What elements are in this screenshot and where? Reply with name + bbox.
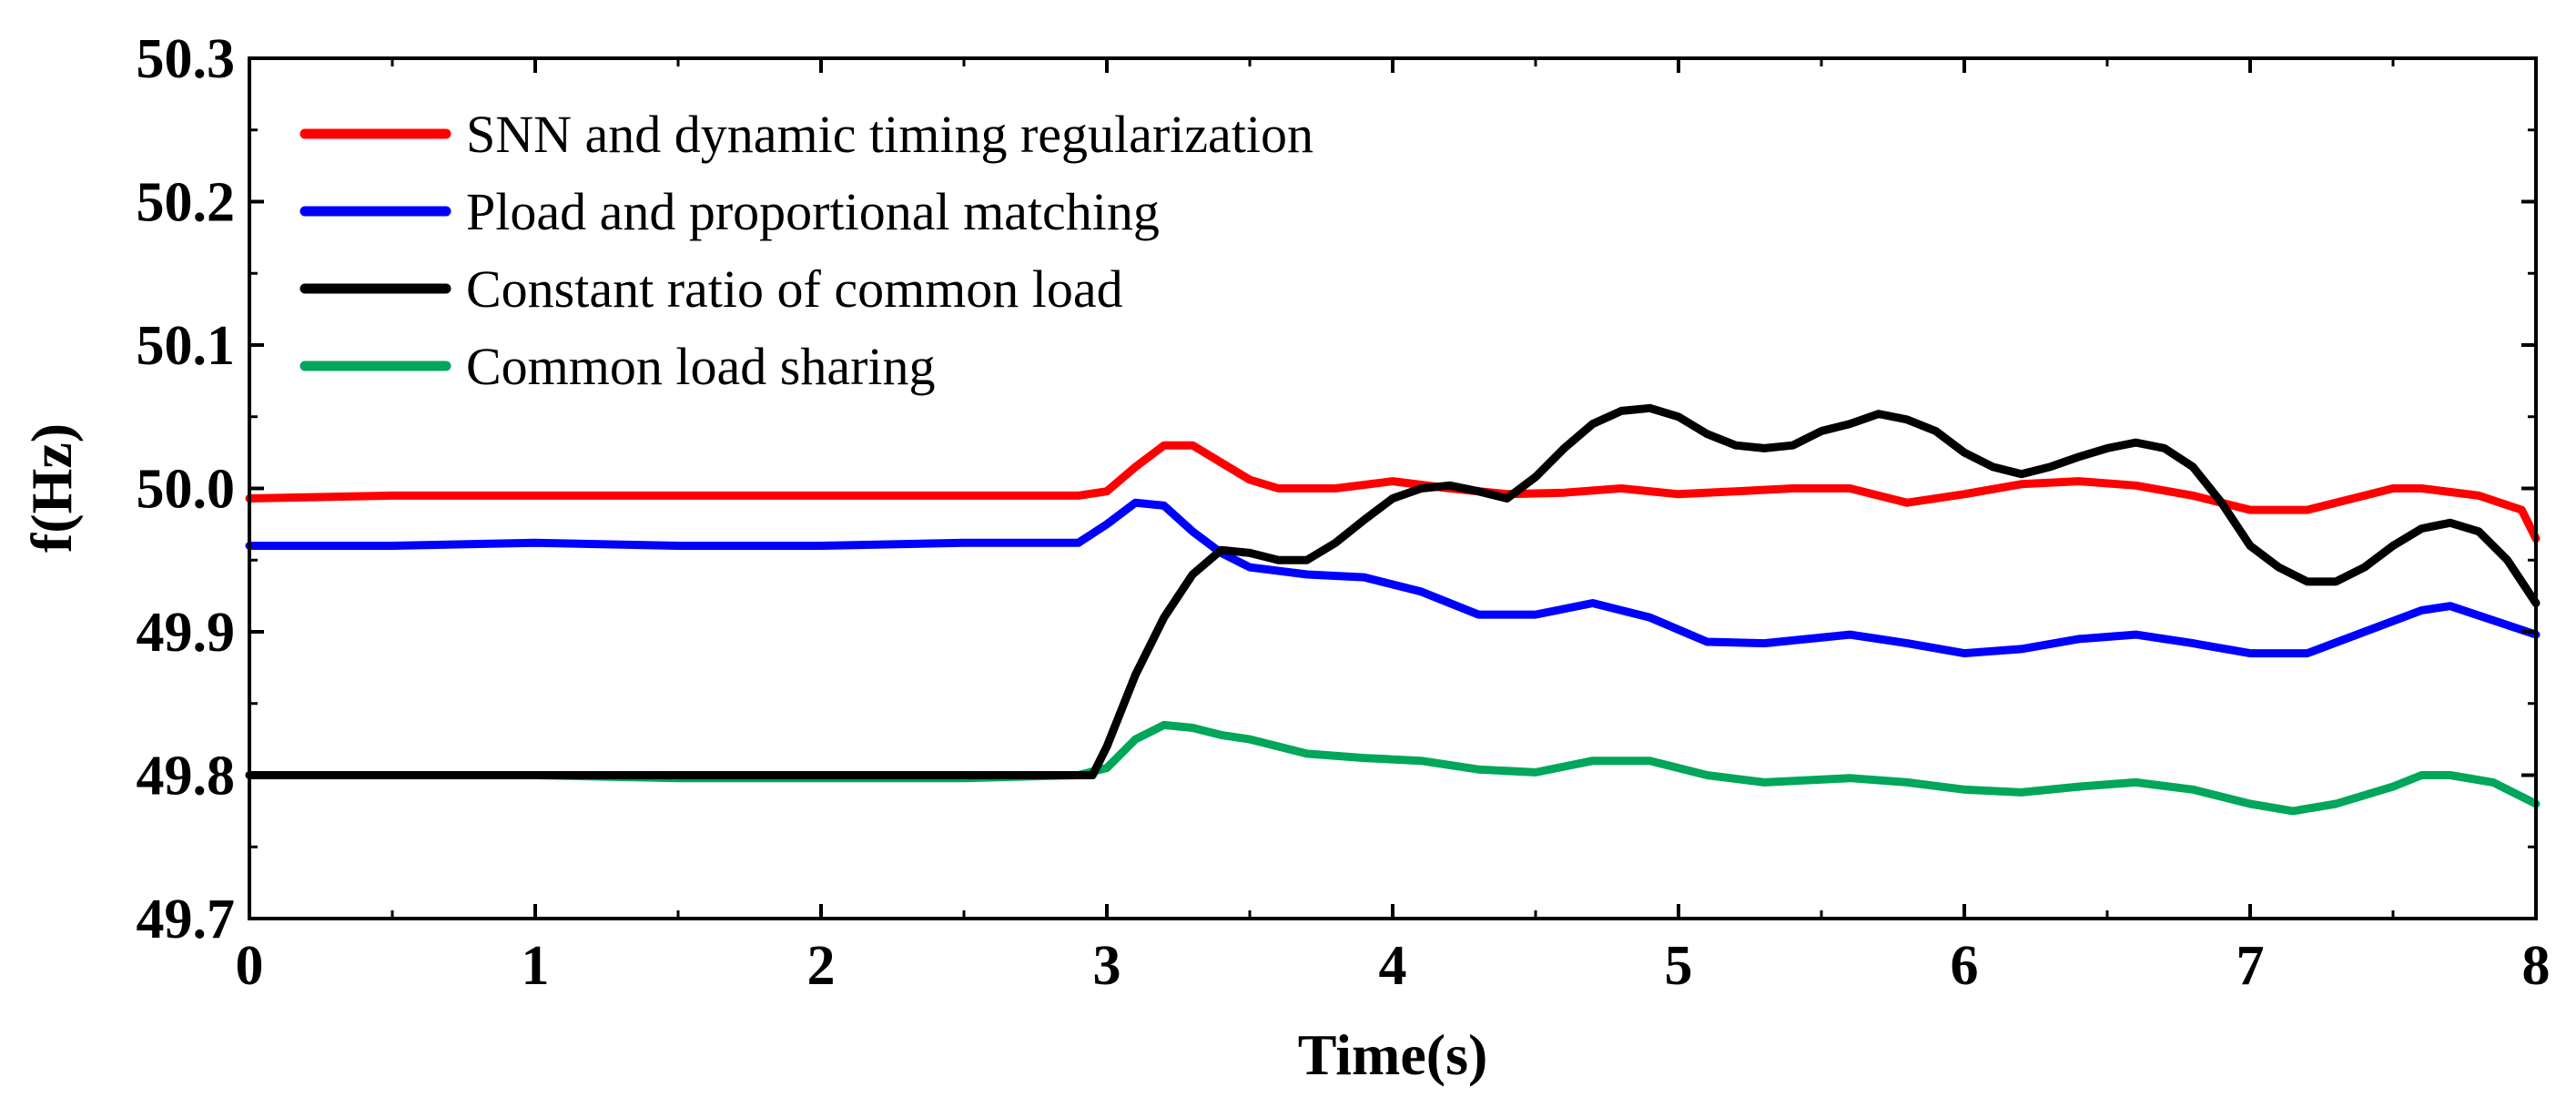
x-tick-label: 7 (2236, 935, 2265, 997)
legend-label-common-load: Common load sharing (466, 337, 936, 396)
y-tick-label: 49.7 (137, 889, 236, 950)
series-snn-line (245, 441, 2541, 543)
x-tick-label: 1 (522, 935, 550, 997)
x-tick-label: 5 (1665, 935, 1693, 997)
x-tick-label: 8 (2522, 935, 2551, 997)
x-tick-label: 4 (1379, 935, 1407, 997)
x-axis-title: Time(s) (1298, 1022, 1488, 1087)
y-tick-label: 49.9 (137, 602, 236, 664)
y-tick-label: 49.8 (137, 746, 236, 808)
x-tick-label: 6 (1951, 935, 1979, 997)
legend-label-pload: Pload and proportional matching (466, 182, 1160, 241)
series-pload-line (245, 498, 2541, 658)
tick-layer: 0 1 2 3 4 5 6 7 8 49.7 49.8 49.9 50.0 50.1 50.2 50.3 (137, 28, 2551, 997)
y-tick-label: 50.2 (137, 172, 236, 234)
y-tick-label: 50.3 (137, 28, 236, 90)
y-tick-label: 50.1 (137, 315, 236, 377)
legend-label-snn: SNN and dynamic timing regularization (466, 105, 1313, 164)
y-axis-title: f(Hz) (19, 423, 84, 553)
x-tick-label: 3 (1093, 935, 1121, 997)
x-tick-label: 0 (236, 935, 264, 997)
legend: SNN and dynamic timing regularization Pl… (299, 105, 1313, 396)
y-tick-label: 50.0 (137, 459, 236, 521)
series-constant-ratio-line (245, 403, 2541, 779)
series-common-load-line (245, 720, 2541, 816)
series-layer (245, 403, 2541, 816)
legend-label-constant-ratio: Constant ratio of common load (466, 259, 1123, 319)
x-tick-label: 2 (807, 935, 836, 997)
